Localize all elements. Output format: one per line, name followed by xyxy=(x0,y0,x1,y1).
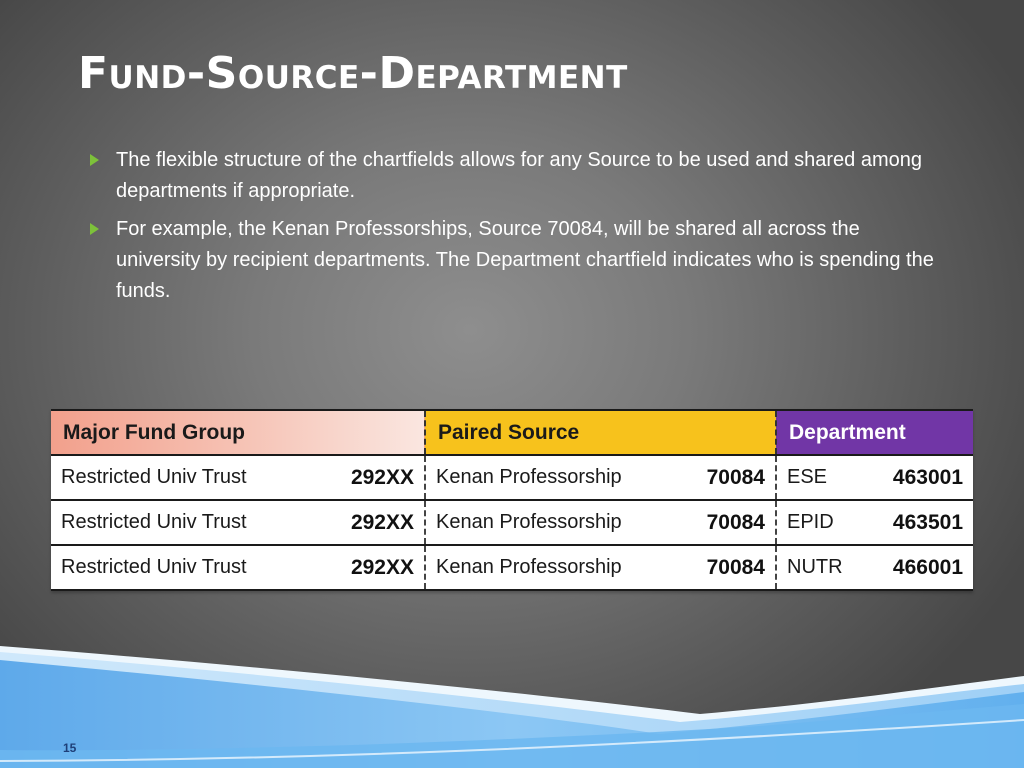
fund-name: Restricted Univ Trust xyxy=(61,466,247,488)
source-name: Kenan Professorship xyxy=(436,511,622,533)
fund-code: 292XX xyxy=(350,555,414,579)
source-code: 70084 xyxy=(706,465,765,489)
page-number: 15 xyxy=(63,741,77,755)
source-code: 70084 xyxy=(706,555,765,579)
fund-source-department-table: Major Fund Group Paired Source Departmen… xyxy=(51,409,973,591)
department-cell: ESE 463001 xyxy=(775,455,973,501)
table-header-row: Major Fund Group Paired Source Departmen… xyxy=(51,409,973,456)
department-name: EPID xyxy=(787,511,834,533)
fund-cell: Restricted Univ Trust 292XX xyxy=(51,500,425,546)
fund-code: 292XX xyxy=(350,510,414,534)
fund-cell: Restricted Univ Trust 292XX xyxy=(51,545,425,591)
fund-name: Restricted Univ Trust xyxy=(61,556,247,578)
bullet-text: For example, the Kenan Professorships, S… xyxy=(116,218,934,302)
department-code: 463001 xyxy=(892,465,963,489)
department-name: NUTR xyxy=(787,556,843,578)
source-code: 70084 xyxy=(706,510,765,534)
footer-wave-decoration xyxy=(0,646,1024,768)
fund-code: 292XX xyxy=(350,465,414,489)
bullet-text: The flexible structure of the chartfield… xyxy=(116,149,923,202)
source-name: Kenan Professorship xyxy=(436,466,622,488)
table-row: Restricted Univ Trust 292XX Kenan Profes… xyxy=(51,545,973,591)
slide-title: Fund-Source-Department xyxy=(78,48,628,99)
source-cell: Kenan Professorship 70084 xyxy=(424,500,776,546)
fund-cell: Restricted Univ Trust 292XX xyxy=(51,455,425,501)
source-name: Kenan Professorship xyxy=(436,556,622,578)
bullet-item: For example, the Kenan Professorships, S… xyxy=(88,214,938,307)
triangle-bullet-icon xyxy=(90,223,99,235)
header-paired-source: Paired Source xyxy=(424,409,776,456)
header-major-fund-group: Major Fund Group xyxy=(51,409,425,456)
department-cell: EPID 463501 xyxy=(775,500,973,546)
source-cell: Kenan Professorship 70084 xyxy=(424,545,776,591)
table-row: Restricted Univ Trust 292XX Kenan Profes… xyxy=(51,455,973,501)
department-cell: NUTR 466001 xyxy=(775,545,973,591)
bullet-list: The flexible structure of the chartfield… xyxy=(88,145,938,314)
table-row: Restricted Univ Trust 292XX Kenan Profes… xyxy=(51,500,973,546)
triangle-bullet-icon xyxy=(90,154,99,166)
department-name: ESE xyxy=(787,466,828,488)
bullet-item: The flexible structure of the chartfield… xyxy=(88,145,938,207)
fund-name: Restricted Univ Trust xyxy=(61,511,247,533)
department-code: 463501 xyxy=(892,510,963,534)
header-department: Department xyxy=(775,409,973,456)
department-code: 466001 xyxy=(892,555,963,579)
source-cell: Kenan Professorship 70084 xyxy=(424,455,776,501)
